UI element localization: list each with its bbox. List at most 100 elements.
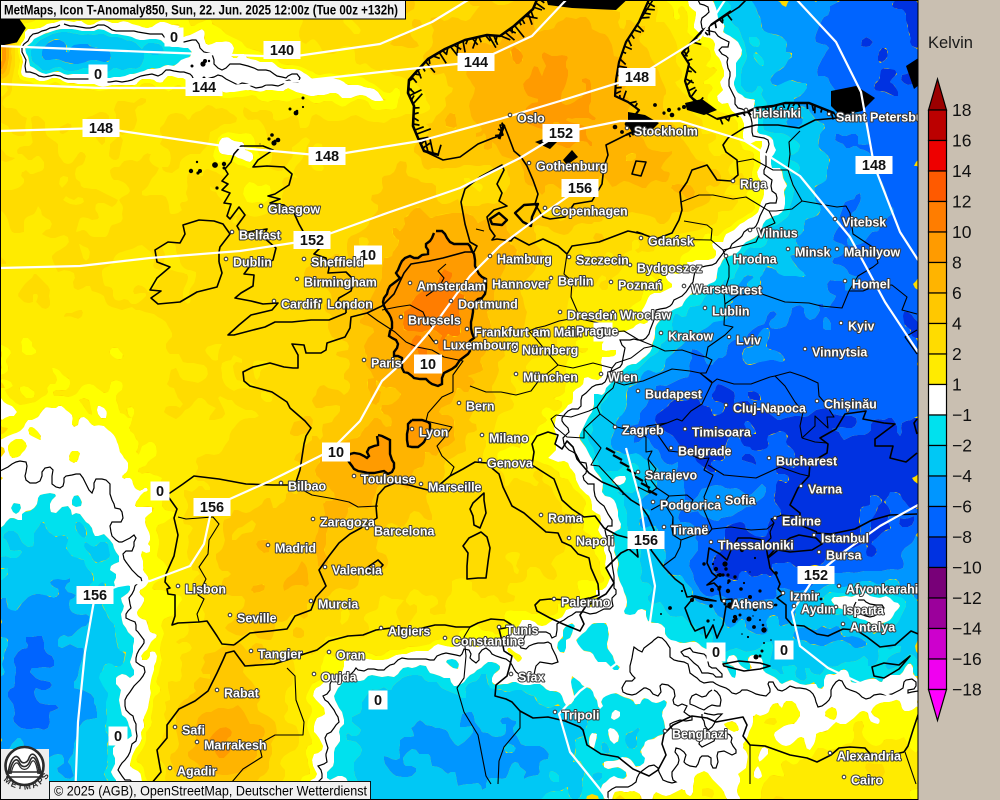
svg-text:Sofia: Sofia bbox=[725, 494, 757, 508]
svg-text:Lyon: Lyon bbox=[419, 426, 448, 440]
svg-text:152: 152 bbox=[549, 126, 573, 142]
svg-text:Edirne: Edirne bbox=[782, 515, 821, 529]
svg-text:Seville: Seville bbox=[237, 612, 277, 626]
svg-text:0: 0 bbox=[374, 693, 382, 709]
svg-text:10: 10 bbox=[328, 445, 344, 461]
svg-text:Thessaloniki: Thessaloniki bbox=[718, 539, 794, 553]
svg-text:152: 152 bbox=[804, 568, 828, 584]
svg-text:Bursa: Bursa bbox=[826, 549, 862, 563]
svg-text:Dortmund: Dortmund bbox=[458, 298, 518, 312]
svg-text:0: 0 bbox=[156, 484, 164, 500]
svg-text:Zaragoza: Zaragoza bbox=[320, 516, 376, 530]
svg-text:Poznań: Poznań bbox=[618, 279, 662, 293]
svg-text:Istanbul: Istanbul bbox=[821, 532, 869, 546]
svg-text:Sheffield: Sheffield bbox=[311, 256, 364, 270]
svg-text:Safi: Safi bbox=[182, 724, 205, 738]
svg-text:Aydın: Aydın bbox=[801, 603, 835, 617]
svg-text:Cardiff: Cardiff bbox=[281, 298, 322, 312]
svg-text:Tiranë: Tiranë bbox=[671, 524, 708, 538]
svg-text:Palermo: Palermo bbox=[561, 596, 611, 610]
svg-text:Lublin: Lublin bbox=[712, 305, 750, 319]
svg-text:Hrodna: Hrodna bbox=[733, 253, 778, 267]
svg-text:Tangier: Tangier bbox=[258, 648, 302, 662]
svg-text:8: 8 bbox=[952, 253, 962, 273]
svg-text:140: 140 bbox=[270, 43, 294, 59]
svg-text:Belfast: Belfast bbox=[239, 229, 282, 243]
svg-text:148: 148 bbox=[315, 149, 339, 165]
svg-text:Varna: Varna bbox=[808, 483, 843, 497]
svg-text:Luxembourg: Luxembourg bbox=[443, 339, 519, 353]
svg-text:−14: −14 bbox=[952, 619, 982, 639]
svg-text:156: 156 bbox=[568, 181, 592, 197]
svg-text:2: 2 bbox=[952, 344, 962, 364]
svg-text:Isparta: Isparta bbox=[843, 604, 885, 618]
svg-text:Dresden: Dresden bbox=[567, 309, 617, 323]
svg-text:Kelvin: Kelvin bbox=[928, 34, 973, 52]
svg-text:Vilnius: Vilnius bbox=[757, 227, 798, 241]
svg-text:10: 10 bbox=[952, 222, 972, 242]
svg-text:Helsinki: Helsinki bbox=[753, 107, 801, 121]
svg-text:Nürnberg: Nürnberg bbox=[522, 344, 578, 358]
svg-text:Hannover: Hannover bbox=[492, 278, 550, 292]
svg-text:Kyiv: Kyiv bbox=[848, 320, 874, 334]
svg-text:Copenhagen: Copenhagen bbox=[552, 205, 628, 219]
svg-text:18: 18 bbox=[952, 100, 971, 120]
svg-text:148: 148 bbox=[625, 70, 649, 86]
svg-text:London: London bbox=[327, 298, 373, 312]
svg-text:Mahilyow: Mahilyow bbox=[844, 246, 901, 260]
svg-text:Wroclaw: Wroclaw bbox=[620, 309, 671, 323]
svg-text:Milano: Milano bbox=[489, 432, 529, 446]
svg-text:−18: −18 bbox=[952, 680, 982, 700]
svg-text:Dublin: Dublin bbox=[233, 256, 272, 270]
svg-text:MetMaps, Icon T-Anomaly850, Su: MetMaps, Icon T-Anomaly850, Sun, 22. Jun… bbox=[4, 3, 398, 18]
svg-text:0: 0 bbox=[94, 67, 102, 83]
svg-text:Brussels: Brussels bbox=[408, 314, 461, 328]
svg-text:Oslo: Oslo bbox=[517, 112, 545, 126]
svg-text:Krakow: Krakow bbox=[668, 330, 713, 344]
svg-text:Oran: Oran bbox=[336, 649, 365, 663]
svg-text:Minsk: Minsk bbox=[795, 246, 830, 260]
svg-text:6: 6 bbox=[952, 283, 962, 303]
svg-text:Constantine: Constantine bbox=[452, 635, 524, 649]
svg-text:Algiers: Algiers bbox=[388, 625, 430, 639]
svg-text:Toulouse: Toulouse bbox=[361, 473, 416, 487]
svg-text:Agadir: Agadir bbox=[177, 765, 217, 779]
svg-text:12: 12 bbox=[952, 192, 971, 212]
svg-text:Cluj-Napoca: Cluj-Napoca bbox=[733, 402, 807, 416]
svg-text:Szczecin: Szczecin bbox=[576, 254, 629, 268]
svg-text:Vinnytsia: Vinnytsia bbox=[812, 346, 868, 360]
svg-text:4: 4 bbox=[952, 314, 962, 334]
svg-text:Gothenburg: Gothenburg bbox=[536, 160, 608, 174]
svg-text:Chișinău: Chișinău bbox=[824, 398, 877, 412]
svg-text:Lviv: Lviv bbox=[736, 334, 761, 348]
svg-text:Hamburg: Hamburg bbox=[497, 253, 552, 267]
svg-text:München: München bbox=[523, 371, 578, 385]
svg-text:Bilbao: Bilbao bbox=[288, 480, 327, 494]
svg-text:0: 0 bbox=[599, 325, 607, 341]
svg-text:Glasgow: Glasgow bbox=[268, 203, 320, 217]
svg-text:148: 148 bbox=[89, 121, 113, 137]
svg-text:0: 0 bbox=[712, 645, 720, 661]
svg-text:Afyonkarahisar: Afyonkarahisar bbox=[846, 583, 937, 597]
svg-text:Valencia: Valencia bbox=[332, 564, 383, 578]
svg-text:−12: −12 bbox=[952, 588, 982, 608]
svg-text:Bern: Bern bbox=[466, 400, 494, 414]
svg-text:Bydgoszcz: Bydgoszcz bbox=[637, 262, 702, 276]
svg-text:Berlin: Berlin bbox=[558, 275, 593, 289]
svg-text:−4: −4 bbox=[952, 466, 972, 486]
svg-text:Birmingham: Birmingham bbox=[304, 276, 377, 290]
svg-text:16: 16 bbox=[952, 131, 971, 151]
svg-text:Saint Petersburg: Saint Petersburg bbox=[836, 111, 936, 125]
svg-text:Tunis: Tunis bbox=[506, 624, 538, 638]
svg-text:Roma: Roma bbox=[548, 512, 584, 526]
svg-text:−6: −6 bbox=[952, 497, 972, 517]
svg-text:Genova: Genova bbox=[487, 457, 534, 471]
svg-text:Budapest: Budapest bbox=[645, 388, 703, 402]
svg-text:Brest: Brest bbox=[730, 284, 763, 298]
svg-text:152: 152 bbox=[300, 233, 324, 249]
svg-text:−2: −2 bbox=[952, 436, 972, 456]
svg-text:Vitebsk: Vitebsk bbox=[842, 216, 886, 230]
svg-text:Tripoli: Tripoli bbox=[562, 709, 600, 723]
svg-text:Benghazi: Benghazi bbox=[672, 728, 728, 742]
svg-text:1: 1 bbox=[952, 375, 962, 395]
